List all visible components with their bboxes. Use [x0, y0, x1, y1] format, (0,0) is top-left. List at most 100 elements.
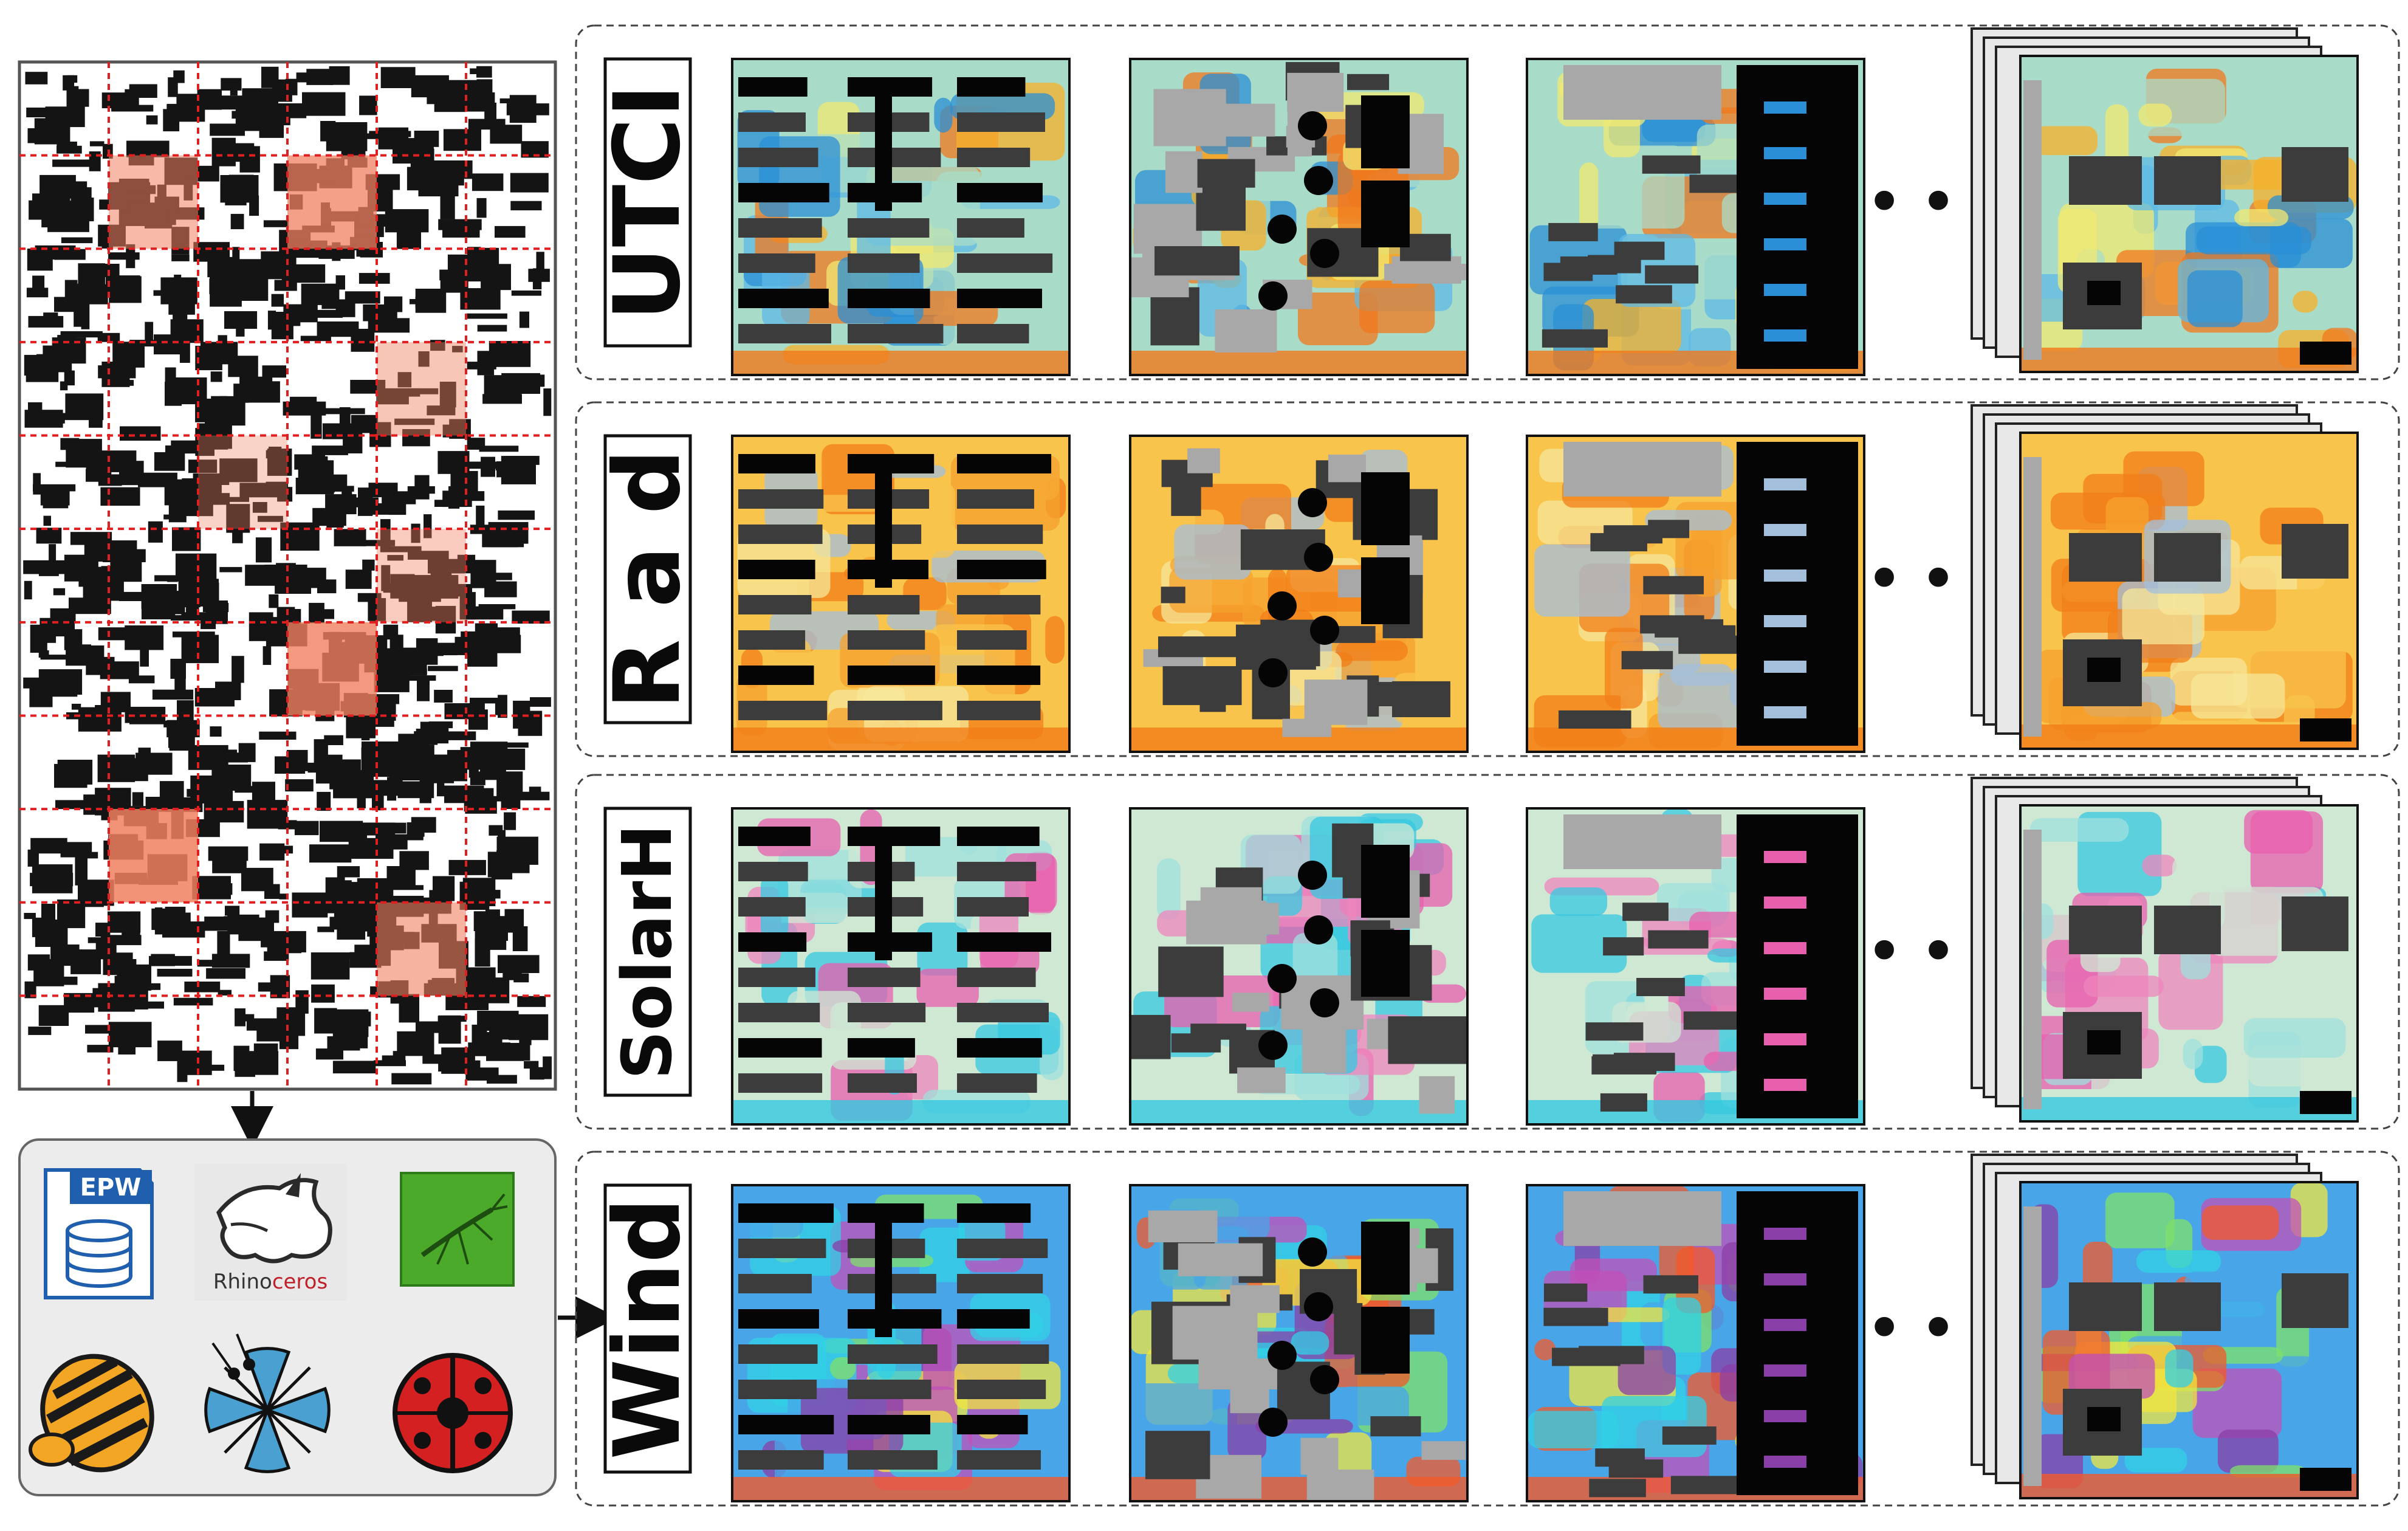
building-block [1640, 615, 1704, 634]
building-block [1237, 1067, 1286, 1093]
building-block [1764, 329, 1806, 342]
map-building [119, 461, 144, 486]
row-label-box [603, 807, 692, 1097]
building-block [1764, 147, 1806, 159]
field-patch [1339, 1386, 1409, 1426]
map-building [246, 1018, 285, 1031]
map-building [420, 721, 449, 735]
map-building [171, 254, 190, 261]
building-block [1589, 1479, 1646, 1498]
map-building [224, 311, 258, 329]
map-building [402, 429, 430, 447]
building-block [848, 1450, 938, 1470]
map-building [380, 67, 416, 88]
map-building [472, 173, 504, 191]
row-frame [575, 401, 2400, 757]
map-building [372, 694, 400, 704]
map-building [245, 1051, 279, 1075]
map-building [477, 325, 507, 332]
map-building [65, 393, 104, 421]
map-building [24, 913, 36, 920]
map-building [439, 382, 456, 408]
map-building [55, 800, 92, 810]
map-building [129, 84, 157, 98]
field-patch [2243, 1018, 2346, 1058]
building-block [1328, 454, 1367, 483]
map-building [33, 473, 41, 495]
map-building [86, 460, 97, 477]
field-patch [2142, 855, 2177, 876]
map-border [1129, 58, 1469, 376]
map-building [543, 1056, 552, 1079]
field-patch [1534, 1338, 1556, 1361]
simulation-map [731, 807, 1071, 1126]
building-block [1361, 472, 1410, 545]
map-building [258, 515, 283, 522]
building-block [2087, 1407, 2121, 1431]
building-block [848, 1309, 942, 1329]
building-block [738, 218, 822, 238]
map-building [28, 1027, 52, 1035]
map-building [362, 559, 375, 571]
building-block [1542, 329, 1608, 348]
map-building [489, 825, 503, 836]
map-building [355, 885, 389, 893]
building-block [1306, 1469, 1374, 1501]
map-building [501, 787, 521, 809]
map-building [275, 573, 311, 594]
building-block [848, 1415, 931, 1434]
building-block [738, 183, 829, 202]
building-block [1310, 616, 1339, 645]
field-patch [2250, 811, 2324, 893]
building-block [738, 666, 814, 685]
building-block [1230, 1366, 1269, 1414]
building-block [1230, 1285, 1280, 1313]
map-building [442, 490, 468, 507]
building-block [738, 1073, 823, 1093]
field-patch [2165, 1349, 2194, 1388]
map-building [174, 678, 186, 693]
map-building [247, 800, 288, 829]
building-block [1563, 1191, 1721, 1246]
building-block [738, 932, 807, 952]
map-building [146, 115, 158, 125]
building-block [1304, 679, 1368, 725]
map-border [1526, 1184, 1865, 1502]
map-building [204, 800, 244, 823]
building-block [957, 1344, 1049, 1364]
map-building [301, 283, 340, 305]
map-building [511, 791, 550, 800]
building-block [738, 489, 824, 509]
building-block [2300, 1468, 2351, 1491]
row-label: UTCI [595, 84, 701, 321]
map-border [2019, 55, 2359, 373]
building-block [2087, 281, 2121, 305]
map-building [385, 650, 400, 656]
building-block [1764, 238, 1806, 250]
building-block [2023, 80, 2042, 360]
map-building [55, 461, 71, 467]
map-building [332, 952, 356, 959]
map-building [502, 748, 526, 770]
map-building [317, 321, 359, 337]
map-building [468, 1042, 510, 1056]
highlight-cell [377, 342, 466, 436]
building-block [1232, 993, 1270, 1012]
map-building [179, 337, 190, 363]
building-block [1603, 937, 1644, 956]
map-building [529, 786, 541, 794]
map-building [148, 521, 163, 543]
building-block [2069, 1282, 2142, 1331]
map-building [34, 118, 70, 145]
building-block [2069, 533, 2142, 582]
building-block [1310, 988, 1339, 1017]
map-building [388, 496, 406, 515]
building-block [1608, 1459, 1664, 1478]
building-block [1764, 193, 1806, 205]
row-rad: R a d • • • [575, 401, 2400, 757]
building-block [1153, 89, 1226, 146]
building-block [1764, 284, 1806, 296]
field-patch [1336, 640, 1408, 661]
map-building [36, 354, 69, 373]
building-block [738, 1415, 834, 1434]
